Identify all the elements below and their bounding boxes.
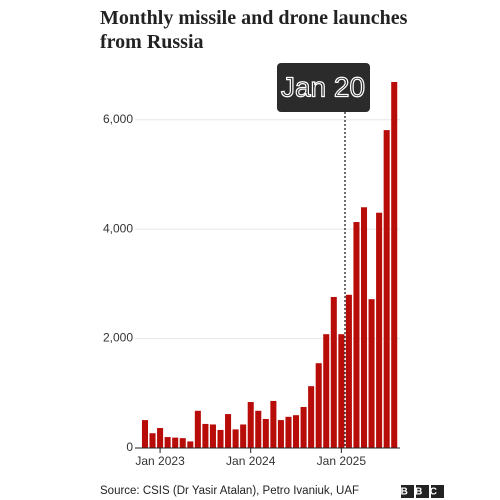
bar [187, 441, 194, 448]
bar [255, 410, 262, 448]
bar [315, 363, 322, 448]
bar [360, 207, 368, 448]
bar [194, 410, 201, 448]
x-tick-label: Jan 2024 [226, 454, 276, 468]
bar [149, 433, 156, 448]
bar [383, 130, 390, 449]
x-tick-label: Jan 2023 [135, 454, 185, 468]
bar [217, 429, 224, 448]
bar [391, 81, 398, 448]
y-tick-label: 0 [126, 440, 133, 454]
bar [277, 420, 284, 448]
bar [157, 428, 164, 448]
bar [368, 299, 375, 448]
bar [330, 296, 337, 448]
bar [376, 212, 383, 448]
source: Source: CSIS (Dr Yasir Atalan), Petro Iv… [100, 485, 359, 497]
bar [270, 400, 277, 448]
bar [308, 386, 315, 448]
bar [202, 423, 209, 448]
logo-box [416, 485, 429, 498]
bar [209, 424, 216, 448]
bar [323, 334, 330, 448]
bar [164, 437, 171, 448]
annotation-text: Jan 20 [281, 71, 365, 102]
bar [172, 437, 179, 448]
bar [179, 438, 186, 448]
y-tick-label: 2,000 [103, 331, 133, 345]
bar [232, 429, 239, 448]
logo: BBC [401, 485, 445, 498]
bars [141, 81, 398, 449]
logo-box [431, 485, 444, 498]
bar [293, 415, 300, 448]
bar [300, 406, 307, 448]
bar [247, 402, 254, 448]
bar [225, 414, 232, 448]
chart-title: Monthly missile and drone launches from … [100, 7, 408, 53]
x-tick-label: Jan 2025 [317, 454, 367, 468]
annotation-box [277, 63, 370, 112]
logo-box [401, 485, 414, 498]
bar [262, 419, 269, 448]
y-tick-label: 4,000 [103, 221, 133, 235]
bar [141, 420, 148, 448]
bar [338, 334, 345, 448]
bar [353, 222, 360, 448]
bar [285, 416, 292, 448]
grid [135, 119, 400, 340]
y-tick-label: 6,000 [103, 112, 133, 126]
bar [345, 294, 352, 448]
bar [240, 424, 247, 448]
logo-text: BBC [401, 487, 445, 498]
